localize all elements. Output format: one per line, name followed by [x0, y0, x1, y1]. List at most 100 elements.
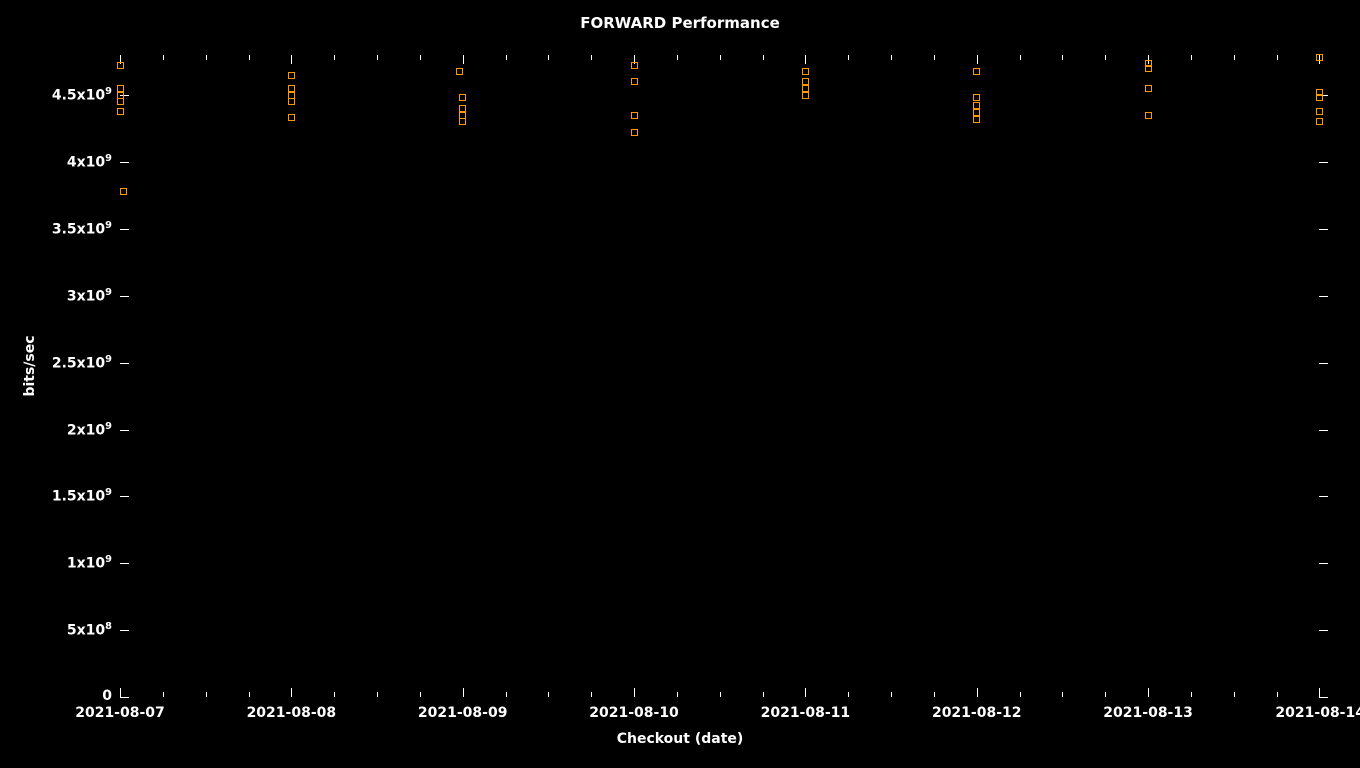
y-tick	[120, 697, 129, 698]
y-tick-label: 2.5x109	[52, 354, 112, 372]
x-tick-label: 2021-08-14	[1275, 705, 1360, 721]
x-minor-tick	[1020, 55, 1021, 60]
data-point	[1316, 94, 1323, 101]
forward-performance-chart: FORWARD Performance bits/sec Checkout (d…	[0, 0, 1360, 768]
y-tick-label: 1.5x109	[52, 487, 112, 505]
x-minor-tick	[1191, 692, 1192, 697]
x-minor-tick	[548, 55, 549, 60]
x-minor-tick	[249, 55, 250, 60]
data-point	[1145, 112, 1152, 119]
data-point	[973, 94, 980, 101]
x-tick	[634, 688, 635, 697]
y-tick-label: 2x109	[67, 421, 112, 439]
x-tick	[291, 688, 292, 697]
x-minor-tick	[720, 692, 721, 697]
x-tick	[463, 688, 464, 697]
x-minor-tick	[1062, 55, 1063, 60]
y-tick	[120, 229, 129, 230]
x-minor-tick	[334, 692, 335, 697]
x-tick-label: 2021-08-07	[60, 705, 180, 721]
data-point	[1145, 65, 1152, 72]
x-minor-tick	[420, 55, 421, 60]
x-minor-tick	[506, 692, 507, 697]
x-minor-tick	[591, 692, 592, 697]
data-point	[459, 94, 466, 101]
data-point	[120, 188, 127, 195]
y-axis-label: bits/sec	[22, 326, 38, 406]
x-tick	[120, 688, 121, 697]
y-tick	[1319, 430, 1328, 431]
x-tick-label: 2021-08-11	[745, 705, 865, 721]
x-minor-tick	[1105, 55, 1106, 60]
y-tick-label: 0	[102, 688, 112, 704]
y-tick	[1319, 296, 1328, 297]
x-minor-tick	[1062, 692, 1063, 697]
x-minor-tick	[1277, 55, 1278, 60]
x-minor-tick	[334, 55, 335, 60]
x-minor-tick	[1105, 692, 1106, 697]
x-tick	[291, 55, 292, 64]
x-tick-label: 2021-08-10	[574, 705, 694, 721]
x-tick-label: 2021-08-08	[231, 705, 351, 721]
data-point	[288, 72, 295, 79]
y-tick	[120, 630, 129, 631]
data-point	[973, 116, 980, 123]
x-minor-tick	[1277, 692, 1278, 697]
x-minor-tick	[1191, 55, 1192, 60]
x-minor-tick	[891, 55, 892, 60]
x-tick	[1148, 688, 1149, 697]
x-tick-label: 2021-08-12	[917, 705, 1037, 721]
data-point	[288, 114, 295, 121]
y-tick-label: 3.5x109	[52, 220, 112, 238]
x-minor-tick	[377, 55, 378, 60]
y-tick	[120, 563, 129, 564]
y-tick	[1319, 697, 1328, 698]
x-tick	[977, 688, 978, 697]
data-point	[631, 129, 638, 136]
data-point	[1316, 108, 1323, 115]
x-minor-tick	[677, 692, 678, 697]
x-minor-tick	[163, 55, 164, 60]
y-tick	[120, 363, 129, 364]
x-minor-tick	[934, 692, 935, 697]
x-minor-tick	[1234, 55, 1235, 60]
y-tick	[1319, 162, 1328, 163]
chart-title: FORWARD Performance	[0, 14, 1360, 32]
data-point	[631, 62, 638, 69]
y-tick	[120, 430, 129, 431]
x-tick-label: 2021-08-13	[1088, 705, 1208, 721]
y-tick-label: 1x109	[67, 554, 112, 572]
data-point	[802, 92, 809, 99]
x-minor-tick	[548, 692, 549, 697]
x-minor-tick	[420, 692, 421, 697]
x-tick	[463, 55, 464, 64]
data-point	[459, 118, 466, 125]
x-minor-tick	[506, 55, 507, 60]
x-minor-tick	[763, 55, 764, 60]
x-minor-tick	[206, 692, 207, 697]
data-point	[117, 108, 124, 115]
data-point	[631, 78, 638, 85]
x-minor-tick	[848, 692, 849, 697]
y-tick	[1319, 363, 1328, 364]
data-point	[1316, 118, 1323, 125]
x-minor-tick	[848, 55, 849, 60]
y-tick	[1319, 630, 1328, 631]
x-minor-tick	[377, 692, 378, 697]
y-tick	[120, 162, 129, 163]
x-tick	[805, 688, 806, 697]
x-minor-tick	[591, 55, 592, 60]
x-minor-tick	[677, 55, 678, 60]
data-point	[117, 98, 124, 105]
x-axis-label: Checkout (date)	[0, 731, 1360, 747]
y-tick	[1319, 229, 1328, 230]
data-point	[802, 68, 809, 75]
x-minor-tick	[763, 692, 764, 697]
x-minor-tick	[891, 692, 892, 697]
data-point	[631, 112, 638, 119]
x-minor-tick	[1020, 692, 1021, 697]
data-point	[1145, 85, 1152, 92]
data-point	[456, 68, 463, 75]
y-tick-label: 3x109	[67, 287, 112, 305]
x-tick-label: 2021-08-09	[403, 705, 523, 721]
